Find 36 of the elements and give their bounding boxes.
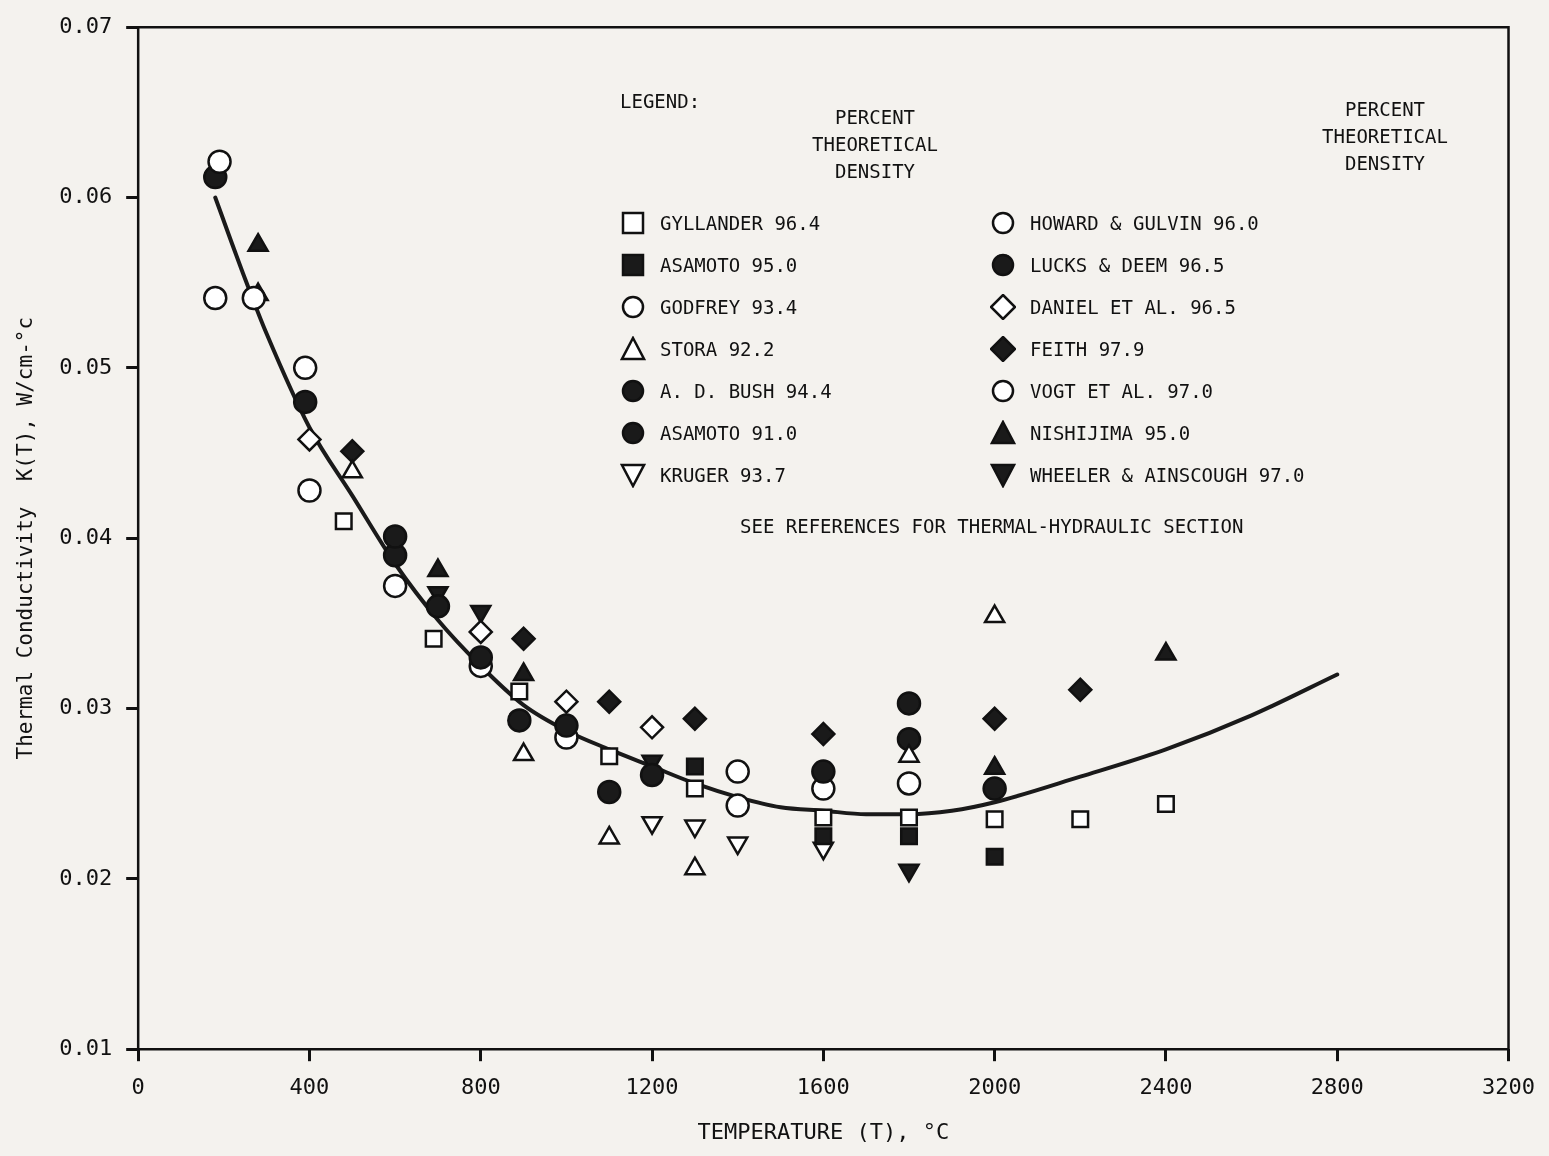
x-axis-title: TEMPERATURE (T), °C [697, 1118, 950, 1144]
x-tick-label: 2400 [1139, 1074, 1193, 1100]
legend-label: HOWARD & GULVIN 96.0 [1030, 212, 1259, 234]
x-tick-label: 2000 [968, 1074, 1022, 1100]
annotation: PERCENT THEORETICAL DENSITY [1321, 97, 1449, 176]
annotation: PERCENT THEORETICAL DENSITY [811, 105, 939, 184]
legend-label: LUCKS & DEEM 96.5 [1030, 254, 1225, 276]
y-tick-label: 0.05 [59, 353, 113, 379]
x-tick-label: 0 [131, 1074, 145, 1100]
y-tick-label: 0.02 [59, 864, 113, 890]
legend-label: GODFREY 93.4 [660, 296, 798, 318]
legend-title: LEGEND: [620, 89, 701, 114]
legend-label: NISHIJIMA 95.0 [1030, 422, 1191, 444]
x-tick-label: 3200 [1482, 1074, 1535, 1100]
y-tick-label: 0.07 [59, 12, 113, 38]
y-tick-label: 0.01 [59, 1034, 113, 1060]
legend-label: ASAMOTO 91.0 [660, 422, 798, 444]
legend-label: WHEELER & AINSCOUGH 97.0 [1030, 464, 1305, 486]
legend-label: ASAMOTO 95.0 [660, 254, 798, 276]
legend-label: STORA 92.2 [660, 338, 775, 360]
legend-label: FEITH 97.9 [1030, 338, 1145, 360]
x-tick-label: 1200 [625, 1074, 679, 1100]
x-tick-label: 800 [460, 1074, 501, 1100]
y-axis-title: Thermal Conductivity K(T), W/cm-°c [13, 316, 38, 760]
x-tick-label: 1600 [796, 1074, 850, 1100]
x-tick-label: 400 [289, 1074, 330, 1100]
legend-label: VOGT ET AL. 97.0 [1030, 380, 1214, 402]
legend-label: KRUGER 93.7 [660, 464, 786, 486]
legend-label: DANIEL ET AL. 96.5 [1030, 296, 1236, 318]
y-tick-label: 0.06 [59, 183, 113, 209]
y-tick-label: 0.03 [59, 694, 113, 720]
legend-label: A. D. BUSH 94.4 [660, 380, 832, 402]
y-tick-label: 0.04 [59, 523, 113, 549]
legend-label: GYLLANDER 96.4 [660, 212, 821, 234]
annotation: SEE REFERENCES FOR THERMAL-HYDRAULIC SECTION [740, 515, 1244, 537]
x-tick-label: 2800 [1310, 1074, 1364, 1100]
